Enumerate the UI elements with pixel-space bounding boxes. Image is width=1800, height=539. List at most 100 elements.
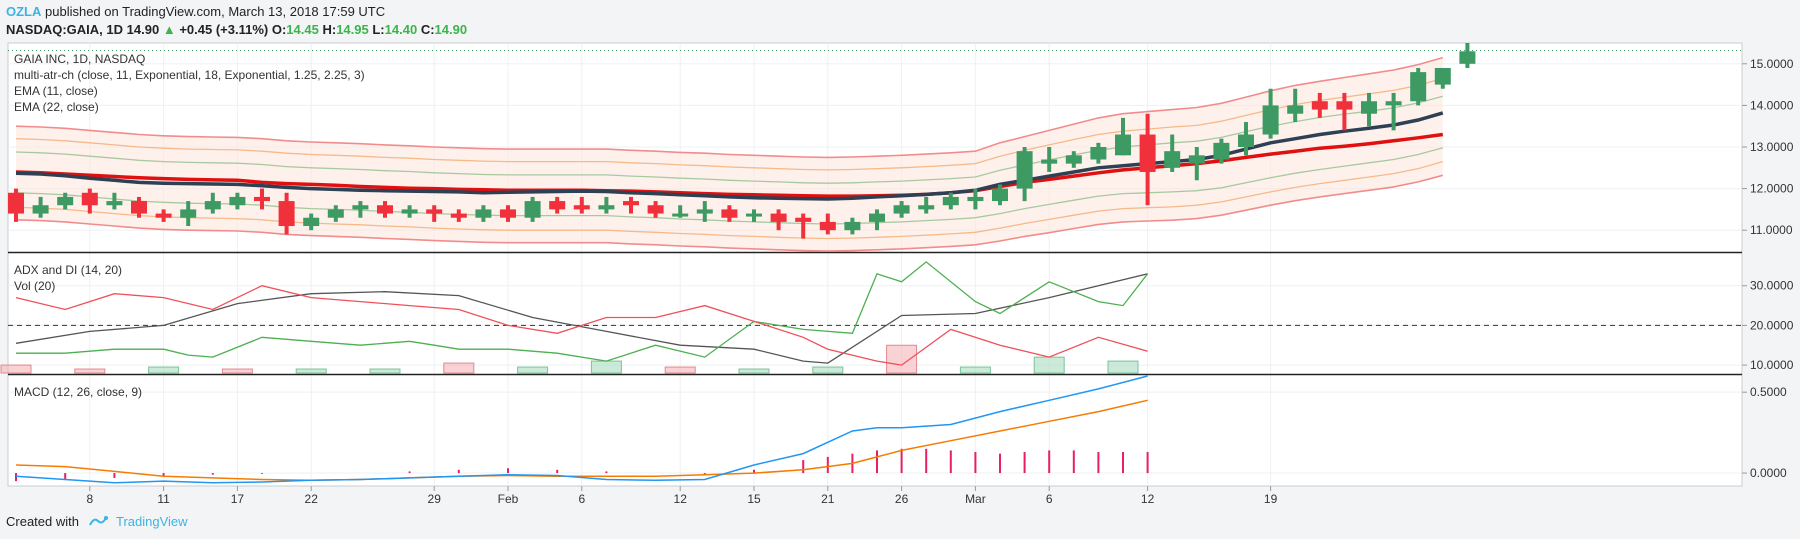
candle-body	[81, 192, 98, 206]
volume-bar	[812, 366, 844, 374]
close-label: C:	[420, 22, 435, 37]
high-label: H:	[322, 22, 337, 37]
candle-body	[377, 205, 393, 214]
x-tick-label: 8	[86, 492, 93, 506]
candle-body	[1139, 134, 1156, 172]
x-tick-label: 29	[428, 492, 442, 506]
volume-bar	[1033, 356, 1065, 374]
y-tick-label: 0.0000	[1750, 466, 1787, 480]
candle-body	[475, 209, 492, 218]
candle-body	[1410, 72, 1427, 102]
low-value: 14.40	[384, 22, 418, 37]
volume-bar	[221, 368, 253, 374]
candle-body	[1164, 151, 1181, 168]
candle-body	[918, 205, 935, 210]
y-tick-label: 20.0000	[1750, 318, 1794, 332]
candle-body	[672, 213, 689, 217]
volume-bar	[1107, 360, 1139, 374]
tradingview-logo-icon	[88, 515, 109, 530]
x-tick-label: 12	[674, 492, 688, 506]
footer: Created with TradingView	[6, 514, 188, 530]
candle-body	[1311, 101, 1328, 110]
x-tick-label: 11	[157, 492, 170, 506]
open-value: 14.45	[286, 22, 319, 37]
candle-body	[942, 196, 959, 206]
price-pane-legend: EMA (11, close)	[14, 84, 98, 98]
x-tick-label: 21	[821, 492, 835, 506]
candle-body	[869, 213, 885, 222]
adx-pane-legend: Vol (20)	[14, 279, 55, 293]
candle-body	[893, 205, 910, 214]
candle-body	[1459, 51, 1476, 64]
volume-bar	[295, 368, 327, 374]
atr-channel-fill	[16, 57, 1443, 251]
x-tick-label: 6	[578, 492, 585, 506]
volume-bar	[738, 368, 770, 374]
candle-body	[131, 201, 147, 214]
y-tick-label: 0.5000	[1750, 385, 1787, 399]
candle-body	[180, 209, 197, 218]
candle-body	[254, 196, 270, 202]
candle-body	[647, 205, 664, 214]
candle-body	[1065, 155, 1082, 164]
volume-bar	[74, 368, 106, 374]
volume-bar	[443, 362, 475, 374]
candle-body	[1090, 147, 1107, 160]
x-tick-label: 17	[231, 492, 245, 506]
candle-body	[1287, 105, 1304, 114]
x-tick-label: Mar	[965, 492, 986, 506]
atr-band-lower2	[15, 160, 1443, 240]
high-value: 14.95	[336, 22, 369, 37]
candle-body	[327, 209, 344, 218]
candle-body	[32, 205, 49, 214]
close-value: 14.90	[434, 22, 468, 37]
y-tick-label: 10.0000	[1750, 358, 1794, 372]
last-price: 14.90	[126, 22, 160, 37]
author-link[interactable]: OZLA	[6, 4, 42, 19]
candle-body	[721, 209, 738, 218]
price-change: +0.45 (+3.11%)	[179, 22, 269, 37]
chart-canvas[interactable]: 8 11 17 22 29 Feb 6 12 15 21 26 Mar 6 12 19 11.0000 12.0…	[0, 0, 1800, 510]
volume-bar	[886, 344, 918, 374]
candle-body	[278, 201, 295, 227]
y-tick-label: 15.0000	[1750, 57, 1794, 71]
candle-body	[1434, 67, 1451, 85]
tradingview-link[interactable]: TradingView	[116, 514, 188, 529]
open-label: O:	[271, 22, 287, 37]
candle-body	[795, 217, 812, 222]
candle-body	[500, 209, 516, 218]
atr-band-upper1	[15, 95, 1443, 184]
candle-body	[1262, 105, 1279, 135]
plot-area	[7, 42, 1743, 487]
candle-body	[1041, 159, 1058, 164]
candle-body	[204, 201, 221, 210]
volume-bar	[517, 366, 549, 374]
candle-body	[155, 213, 172, 218]
adx-line	[15, 273, 1148, 364]
atr-band-upper2	[15, 77, 1443, 171]
volume-bar	[0, 364, 32, 374]
ohlc-line: NASDAQ:GAIA, 1D 14.90 ▲ +0.45 (+3.11%) O…	[6, 22, 467, 38]
volume-bar	[369, 368, 401, 374]
created-with-label: Created with	[6, 514, 79, 529]
price-pane-legend: multi-atr-ch (close, 11, Exponential, 18…	[14, 68, 365, 82]
candle-body	[1016, 151, 1033, 189]
candle-body	[1361, 101, 1377, 114]
up-arrow-icon: ▲	[162, 22, 176, 37]
candle-body	[549, 201, 566, 210]
candle-body	[770, 213, 787, 222]
price-pane-legend: EMA (22, close)	[14, 100, 99, 114]
candle-body	[992, 188, 1008, 202]
macd-pane-legend: MACD (12, 26, close, 9)	[14, 385, 142, 399]
x-tick-label: 22	[305, 492, 319, 506]
low-label: L:	[372, 22, 385, 37]
candle-body	[696, 209, 713, 214]
candle-body	[426, 209, 443, 214]
volume-bar	[664, 366, 696, 374]
candle-body	[573, 205, 590, 210]
candle-body	[106, 201, 123, 206]
volume-bar	[959, 366, 991, 374]
price-pane-legend: GAIA INC, 1D, NASDAQ	[14, 52, 145, 66]
ema-22-line	[15, 132, 1444, 198]
y-tick-label: 11.0000	[1750, 223, 1793, 237]
